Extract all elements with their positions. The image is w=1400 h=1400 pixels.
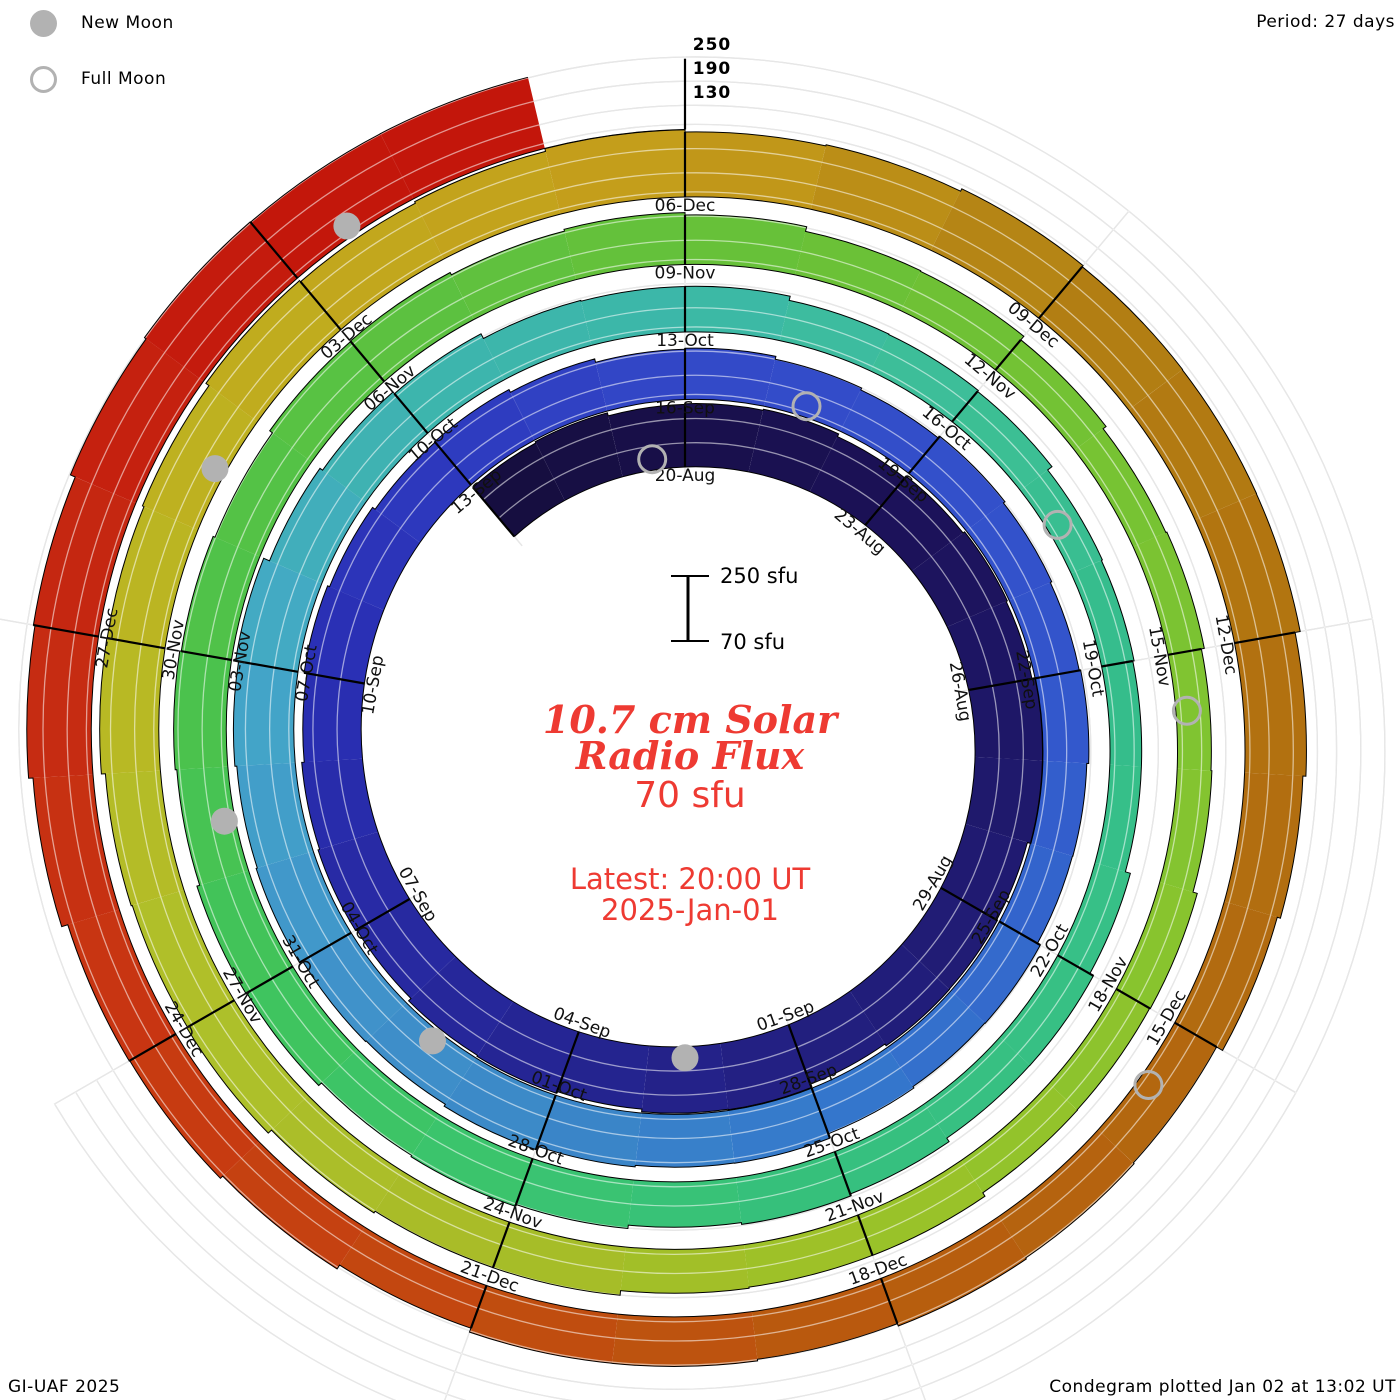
latest-time-label: Latest: 20:00 UT <box>569 862 811 896</box>
date-label-20-Aug: 20-Aug <box>655 466 716 486</box>
full-moon-icon <box>30 65 57 93</box>
date-label-16-Sep: 16-Sep <box>655 399 715 419</box>
new-moon-marker-30-Dec <box>333 212 361 240</box>
date-label-09-Nov: 09-Nov <box>655 264 716 284</box>
legend-item-new-moon: New Moon <box>30 6 174 40</box>
legend-label: Full Moon <box>81 69 167 89</box>
new-moon-marker-02-Sep <box>671 1044 699 1072</box>
radial-scale-130: 130 <box>692 83 732 103</box>
scale-bar-top-label: 250 sfu <box>720 564 798 588</box>
new-moon-marker-01-Dec <box>201 455 229 483</box>
baseline-value: 70 sfu <box>634 775 746 816</box>
radial-scale-250: 250 <box>692 35 732 55</box>
credit-label: GI-UAF 2025 <box>8 1377 121 1397</box>
sfu-scale-bar: 250 sfu 70 sfu <box>671 564 798 654</box>
new-moon-icon <box>30 9 57 37</box>
full-moon-marker-15-Dec <box>1133 1070 1164 1100</box>
legend-item-full-moon: Full Moon <box>30 62 174 96</box>
period-label: Period: 27 days <box>1256 12 1395 32</box>
chart-title-line1: 10.7 cm Solar <box>542 697 838 742</box>
date-label-06-Dec: 06-Dec <box>655 196 716 216</box>
moon-legend: New Moon Full Moon <box>30 6 174 118</box>
radial-scale-190: 190 <box>692 59 732 79</box>
full-moon-marker-19-Aug <box>637 444 668 475</box>
full-moon-marker-17-Oct <box>1042 509 1073 540</box>
full-moon-marker-15-Nov <box>1171 695 1202 726</box>
chart-title-line2: Radio Flux <box>575 733 805 778</box>
plotted-timestamp: Condegram plotted Jan 02 at 13:02 UT <box>1049 1377 1396 1397</box>
scale-bar-bottom-label: 70 sfu <box>720 630 785 654</box>
spiral-plot: 20-Aug23-Aug26-Aug29-Aug01-Sep04-Sep07-S… <box>0 56 1386 1400</box>
date-label-13-Oct: 13-Oct <box>656 331 714 351</box>
latest-date-label: 2025-Jan-01 <box>601 893 779 927</box>
legend-label: New Moon <box>81 13 174 33</box>
new-moon-marker-01-Nov <box>210 807 238 835</box>
full-moon-marker-17-Sep <box>791 391 822 422</box>
new-moon-marker-02-Oct <box>419 1027 446 1055</box>
